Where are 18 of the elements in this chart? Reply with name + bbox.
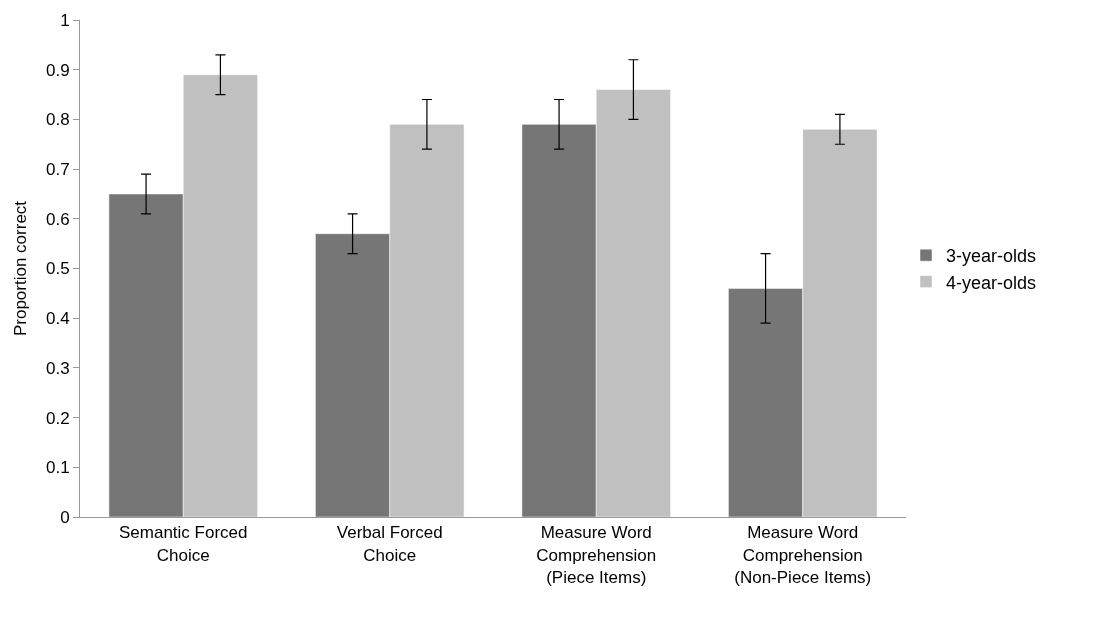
y-tick-label: 0.7 (45, 160, 70, 180)
y-tick-label: 0.4 (45, 309, 70, 329)
y-tick-label: 0 (60, 507, 70, 527)
x-tick-label: Verbal Forced Choice (336, 523, 443, 565)
y-tick-label: 0.6 (45, 209, 70, 229)
x-tick-label: Measure Word Comprehension (Non-Piece Items) (734, 523, 872, 587)
x-tick-label: Semantic Forced Choice (119, 523, 248, 565)
y-tick-label: 0.9 (45, 60, 70, 80)
y-tick-label: 0.2 (45, 408, 70, 428)
y-tick-label: 0.5 (45, 259, 70, 279)
y-tick-label: 1 (60, 10, 70, 30)
y-axis-title: Proportion correct (10, 200, 30, 337)
y-tick-label: 0.3 (45, 358, 70, 378)
legend-label: 3-year-olds (946, 246, 1037, 267)
y-tick-label: 0.1 (45, 458, 70, 478)
y-tick-label: 0.8 (45, 110, 70, 130)
legend-label: 4-year-olds (946, 272, 1037, 293)
x-tick-label: Measure Word Comprehension (Piece Items) (536, 523, 657, 587)
